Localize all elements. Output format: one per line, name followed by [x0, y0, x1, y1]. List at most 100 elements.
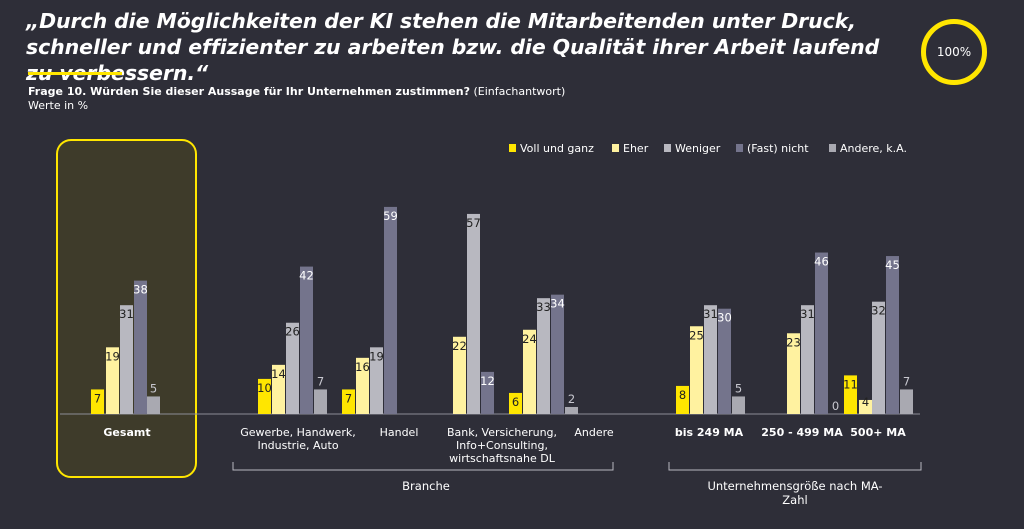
- bar-s4-c4: [481, 371, 494, 414]
- data-label-s2-c6: 25: [689, 328, 704, 342]
- bar-s4-c7: [815, 252, 828, 414]
- data-label-s2-c5: 24: [522, 332, 537, 346]
- data-label-s4-c5: 34: [550, 297, 565, 311]
- bar-s2-c6: [690, 326, 703, 414]
- bar-s2-c8: [859, 399, 872, 414]
- group-label-1-line-1: Branche: [402, 479, 450, 493]
- data-label-s2-c1: 19: [105, 349, 120, 363]
- data-label-s4-c6: 30: [717, 311, 732, 325]
- category-label-5-line-1: Andere: [574, 426, 614, 439]
- bar-s1-c3: [342, 389, 355, 414]
- legend-swatch-4: [736, 144, 743, 152]
- data-label-s1-c1: 7: [94, 391, 101, 405]
- bar-s4-c3: [384, 206, 397, 414]
- data-label-s3-c2: 26: [285, 325, 300, 339]
- data-label-s4-c8: 45: [885, 258, 900, 272]
- category-label-7-line-1: 250 - 499 MA: [761, 426, 843, 439]
- category-label-4-line-1: Bank, Versicherung,: [447, 426, 557, 439]
- bar-s3-c6: [704, 305, 717, 414]
- data-label-s1-c2: 10: [257, 381, 272, 395]
- bar-s4-c2: [300, 266, 313, 414]
- bar-s4-c8: [886, 256, 899, 414]
- bar-s5-c2: [314, 389, 327, 414]
- bar-s1-c8: [844, 375, 857, 414]
- question-note: (Einfachantwort): [473, 85, 566, 98]
- bar-s5-c8: [900, 389, 913, 414]
- bar-s3-c3: [370, 347, 383, 414]
- bar-s2-c7: [787, 333, 800, 414]
- data-label-s3-c4: 57: [466, 216, 481, 230]
- group-bracket-1: [232, 462, 614, 471]
- data-label-s2-c3: 16: [355, 360, 370, 374]
- title-underline: [28, 72, 122, 75]
- legend-label-5: Andere, k.A.: [840, 142, 907, 155]
- bar-s5-c1: [147, 396, 160, 414]
- data-label-s3-c8: 32: [871, 304, 886, 318]
- legend-label-4: (Fast) nicht: [747, 142, 809, 155]
- group-label-2-line-1: Unternehmensgröße nach MA-: [707, 479, 882, 493]
- data-label-s5-c1: 5: [150, 381, 157, 395]
- legend-swatch-3: [664, 144, 671, 152]
- category-label-2-line-1: Gewerbe, Handwerk,: [240, 426, 355, 439]
- bar-s1-c2: [258, 378, 271, 414]
- bar-s1-c5: [509, 392, 522, 414]
- data-label-s1-c5: 6: [512, 395, 519, 409]
- bar-s5-c5: [565, 406, 578, 414]
- page-title: „Durch die Möglichkeiten der KI stehen d…: [26, 9, 880, 85]
- data-label-s4-c1: 38: [133, 283, 148, 297]
- bar-s3-c4: [467, 213, 480, 414]
- bar-s3-c2: [286, 322, 299, 414]
- data-label-s5-c5: 2: [568, 392, 575, 406]
- sample-badge: 100%: [921, 19, 987, 85]
- category-label-2-line-2: Industrie, Auto: [257, 439, 338, 452]
- bar-s4-c5: [551, 294, 564, 414]
- units-label: Werte in %: [28, 99, 89, 112]
- data-label-s3-c1: 31: [119, 307, 134, 321]
- bar-s5-c6: [732, 396, 745, 414]
- group-bracket-2: [668, 462, 922, 471]
- category-label-4-line-2: Info+Consulting,: [456, 439, 548, 452]
- data-label-s2-c7: 23: [786, 335, 801, 349]
- data-label-s2-c8: 4: [862, 395, 869, 409]
- data-label-s4-c2: 42: [299, 269, 314, 283]
- data-label-s3-c3: 19: [369, 349, 384, 363]
- group-label-2-line-2: Zahl: [782, 493, 807, 507]
- legend-label-3: Weniger: [675, 142, 721, 155]
- legend-swatch-1: [509, 144, 516, 152]
- bar-s1-c1: [91, 389, 104, 414]
- legend-swatch-2: [612, 144, 619, 152]
- data-label-s1-c6: 8: [679, 388, 686, 402]
- data-label-s3-c6: 31: [703, 307, 718, 321]
- data-label-s3-c7: 31: [800, 307, 815, 321]
- data-label-s4-c7: 46: [814, 255, 829, 269]
- bar-s3-c1: [120, 305, 133, 414]
- bar-s4-c6: [718, 308, 731, 414]
- question-bold: Frage 10. Würden Sie dieser Aussage für …: [28, 85, 470, 98]
- bar-s2-c1: [106, 347, 119, 414]
- bar-s1-c6: [676, 385, 689, 414]
- data-label-s1-c8: 11: [843, 377, 858, 391]
- data-label-s5-c7: 0: [832, 399, 839, 413]
- bar-s2-c3: [356, 357, 369, 414]
- category-label-4-line-3: wirtschaftsnahe DL: [449, 452, 556, 465]
- data-label-s4-c3: 59: [383, 209, 398, 223]
- category-label-6-line-1: bis 249 MA: [675, 426, 744, 439]
- bar-s4-c1: [134, 280, 147, 414]
- data-label-s1-c3: 7: [345, 391, 352, 405]
- bar-s3-c7: [801, 305, 814, 414]
- bar-s2-c4: [453, 336, 466, 414]
- data-label-s5-c8: 7: [903, 374, 910, 388]
- legend-label-1: Voll und ganz: [520, 142, 594, 155]
- data-label-s2-c2: 14: [271, 367, 286, 381]
- bar-s2-c5: [523, 329, 536, 414]
- sample-badge-label: 100%: [936, 45, 972, 59]
- data-label-s3-c5: 33: [536, 300, 551, 314]
- legend-swatch-5: [829, 144, 836, 152]
- data-label-s2-c4: 22: [452, 339, 467, 353]
- category-label-3-line-1: Handel: [380, 426, 419, 439]
- data-label-s5-c6: 5: [735, 381, 742, 395]
- category-label-8-line-1: 500+ MA: [850, 426, 906, 439]
- bar-s3-c8: [872, 301, 885, 414]
- data-label-s5-c2: 7: [317, 374, 324, 388]
